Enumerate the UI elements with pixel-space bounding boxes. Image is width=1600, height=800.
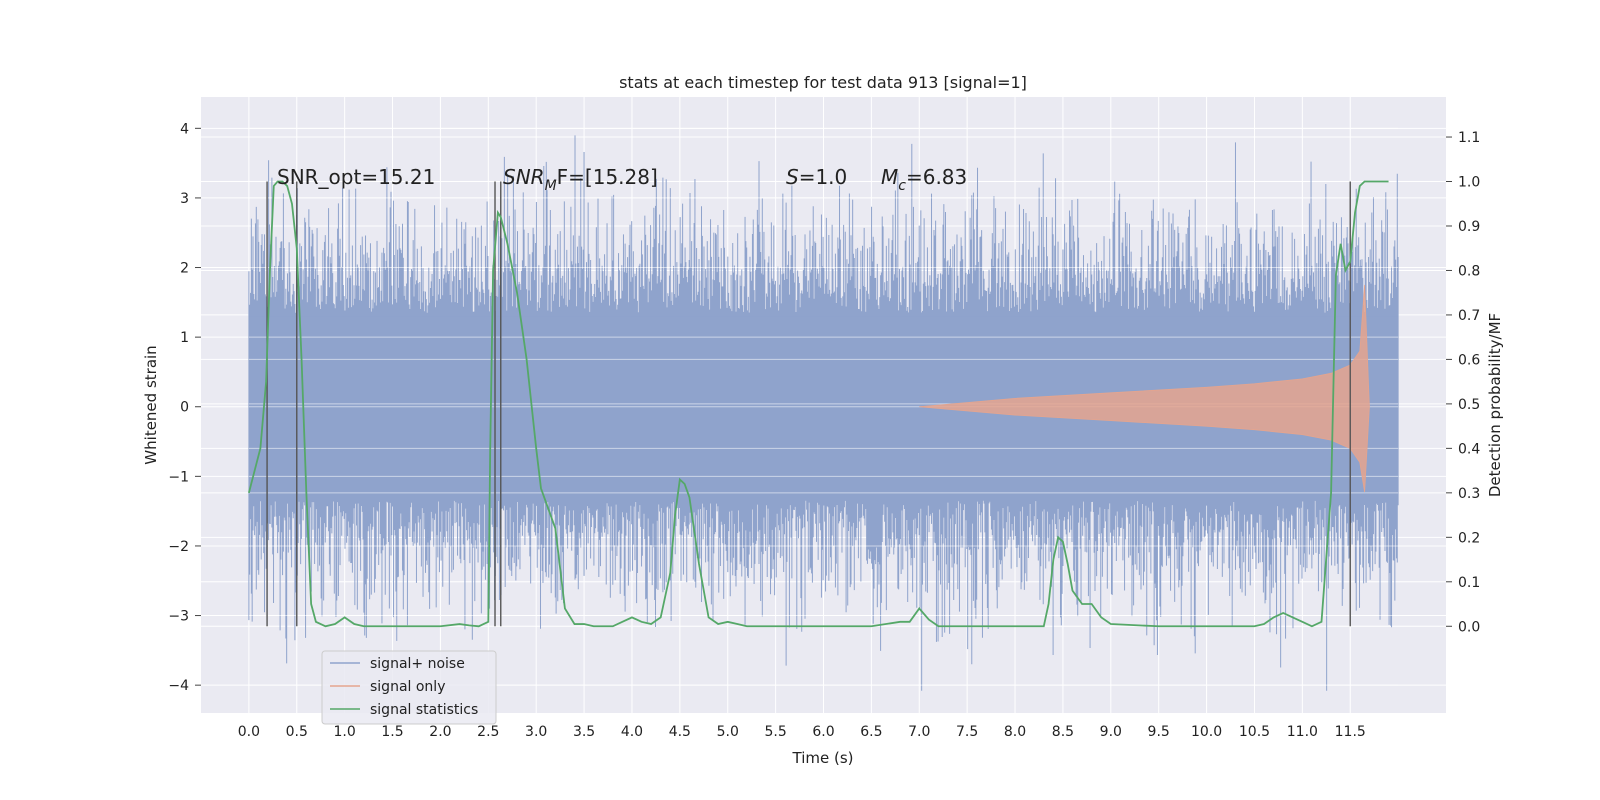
x-tick-label: 6.5 (860, 724, 882, 740)
x-tick-label: 0.0 (238, 724, 260, 740)
chart-title: stats at each timestep for test data 913… (619, 73, 1027, 92)
annotation-s: S=1.0 (786, 165, 847, 189)
y-right-tick-label: 0.2 (1458, 530, 1480, 546)
signal-statistics-series (248, 180, 1389, 628)
x-tick-label: 11.0 (1287, 724, 1318, 740)
x-tick-label: 10.0 (1191, 724, 1222, 740)
x-tick-label: 6.0 (812, 724, 834, 740)
x-tick-label: 1.0 (334, 724, 356, 740)
x-tick-label: 8.0 (1004, 724, 1026, 740)
y-left-tick-label: 3 (180, 191, 189, 207)
annotation-snr-mf: SNRMF=[15.28] (503, 165, 658, 194)
annotation-snr-opt: SNR_opt=15.21 (277, 165, 435, 189)
y-right-axis-label: Detection probability/MF (1486, 313, 1504, 497)
annotation-snr-mf-part1: SNR (503, 165, 545, 189)
x-tick-label: 5.0 (717, 724, 739, 740)
y-left-tick-label: 1 (180, 330, 189, 346)
y-left-tick-label: 2 (180, 261, 189, 277)
signal-statistics-line (248, 180, 1389, 628)
annotation-mc-part2: =6.83 (906, 165, 967, 189)
x-tick-label: 7.5 (956, 724, 978, 740)
legend-label-signal-only: signal only (370, 679, 445, 695)
signal-only-series (919, 284, 1370, 493)
y-right-tick-label: 0.9 (1458, 219, 1480, 235)
y-right-tick-label: 0.5 (1458, 397, 1480, 413)
y-right-tick-label: 0.6 (1458, 352, 1480, 368)
legend-label-signal-noise: signal+ noise (370, 656, 465, 672)
x-tick-label: 3.0 (525, 724, 547, 740)
annotation-mc: Mc=6.83 (881, 165, 967, 194)
x-tick-label: 2.5 (477, 724, 499, 740)
annotation-snr-mf-part2: F=[15.28] (557, 165, 658, 189)
y-left-axis-ticks: 4 3 2 1 0 −1 −2 −3 −4 (168, 121, 201, 694)
annotation-mc-part1: M (881, 165, 898, 189)
annotation-s-part2: =1.0 (799, 165, 848, 189)
y-left-tick-label: −3 (168, 609, 189, 625)
signal-only-trace (919, 284, 1370, 493)
x-tick-label: 0.5 (286, 724, 308, 740)
y-right-tick-label: 0.3 (1458, 486, 1480, 502)
legend-label-signal-statistics: signal statistics (370, 702, 478, 718)
y-right-tick-label: 0.7 (1458, 308, 1480, 324)
x-axis-label: Time (s) (792, 749, 854, 767)
y-left-tick-label: 4 (180, 121, 189, 137)
y-right-tick-label: 1.1 (1458, 130, 1480, 146)
x-tick-label: 4.5 (669, 724, 691, 740)
y-right-tick-label: 0.0 (1458, 619, 1480, 635)
y-right-tick-label: 0.8 (1458, 263, 1480, 279)
y-right-tick-label: 1.0 (1458, 175, 1480, 191)
y-right-tick-label: 0.1 (1458, 575, 1480, 591)
x-tick-label: 8.5 (1052, 724, 1074, 740)
x-tick-label: 9.0 (1100, 724, 1122, 740)
y-right-axis-ticks: 1.1 1.0 0.9 0.8 0.7 0.6 0.5 0.4 0.3 0.2 0.1 0.0 (1446, 130, 1480, 635)
y-left-tick-label: 0 (180, 400, 189, 416)
legend: signal+ noise signal only signal statist… (321, 650, 497, 725)
x-tick-label: 1.5 (381, 724, 403, 740)
x-tick-label: 7.0 (908, 724, 930, 740)
x-tick-label: 5.5 (764, 724, 786, 740)
x-tick-label: 2.0 (429, 724, 451, 740)
y-left-tick-label: −4 (168, 678, 189, 694)
legend-box (321, 650, 497, 725)
annotation-s-part1: S (786, 165, 799, 189)
x-tick-label: 4.0 (621, 724, 643, 740)
y-left-axis-label: Whitened strain (142, 345, 160, 464)
annotation-snr-mf-subscript: M (545, 178, 557, 194)
x-tick-label: 3.5 (573, 724, 595, 740)
y-right-tick-label: 0.4 (1458, 441, 1480, 457)
x-axis-ticks: 0.0 0.5 1.0 1.5 2.0 2.5 3.0 3.5 4.0 4.5 5.0 5.5 6.0 6… (238, 724, 1366, 740)
y-left-tick-label: −1 (168, 469, 189, 485)
x-tick-label: 11.5 (1335, 724, 1366, 740)
x-tick-label: 10.5 (1239, 724, 1270, 740)
y-left-tick-label: −2 (168, 539, 189, 555)
annotation-mc-subscript: c (898, 178, 906, 194)
x-tick-label: 9.5 (1148, 724, 1170, 740)
